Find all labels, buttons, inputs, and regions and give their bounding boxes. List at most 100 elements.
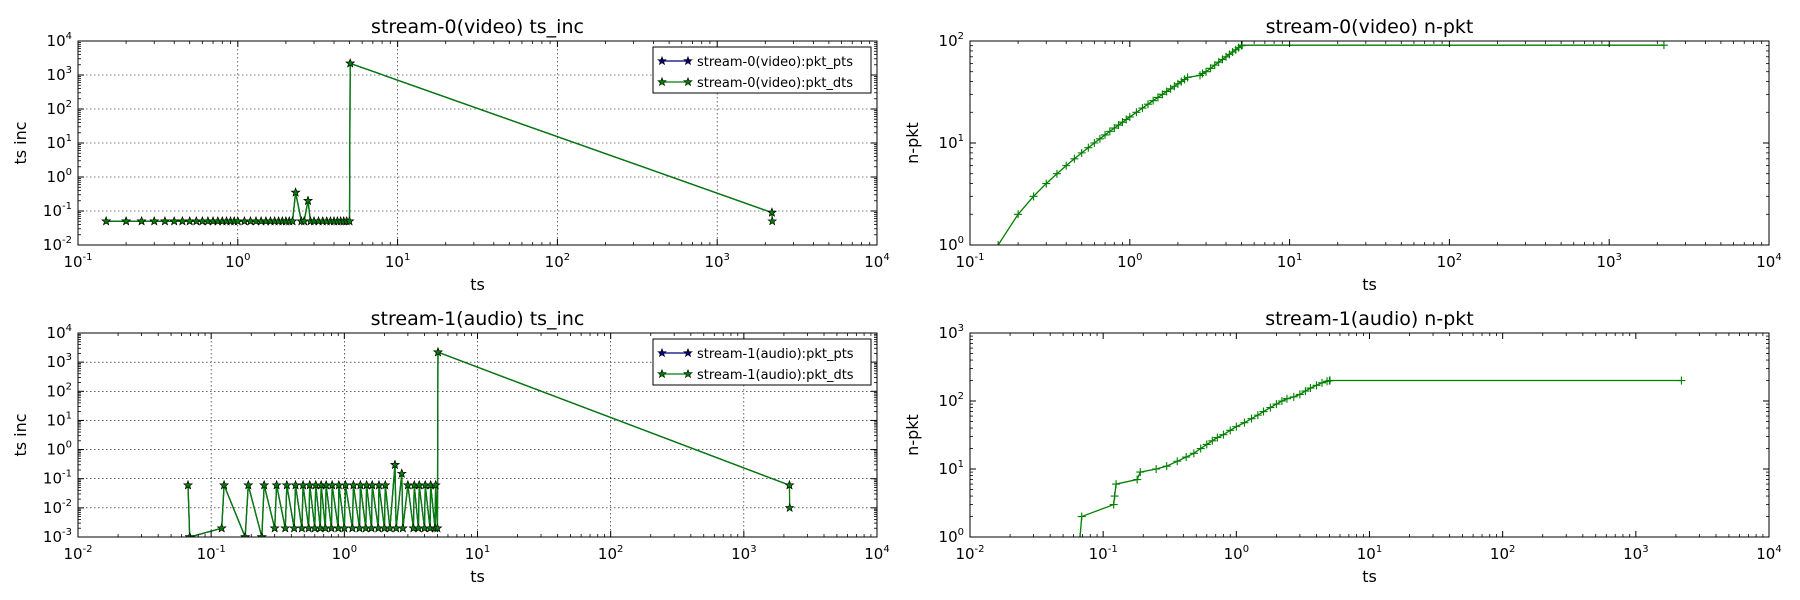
chart-title: stream-0(video) n-pkt <box>1266 16 1474 38</box>
plot-area <box>183 347 795 537</box>
x-tick-label: 103 <box>1596 252 1621 271</box>
x-tick-label: 10-2 <box>955 544 984 563</box>
x-axis-label: ts <box>470 275 485 294</box>
x-tick-label: 100 <box>332 544 357 563</box>
data-point <box>1325 376 1334 385</box>
series-line-1 <box>997 44 1664 245</box>
x-tick-label: 103 <box>1623 544 1648 563</box>
data-point <box>390 459 400 469</box>
legend-marker <box>657 368 667 379</box>
data-point <box>271 480 282 490</box>
data-point <box>391 523 402 533</box>
x-tick-label: 10-1 <box>955 252 984 271</box>
data-point <box>1306 384 1315 393</box>
data-point <box>1677 376 1686 385</box>
y-tick-label: 10-3 <box>43 527 72 546</box>
data-point <box>1014 210 1023 219</box>
data-point <box>1183 73 1192 82</box>
data-point <box>1133 475 1142 484</box>
data-point <box>380 480 391 490</box>
legend-box <box>652 338 872 386</box>
data-point <box>1659 41 1668 50</box>
data-point <box>1289 392 1298 401</box>
x-tick-label: 10-2 <box>63 544 92 563</box>
plot-area <box>994 41 1668 245</box>
data-point <box>219 480 229 490</box>
data-point <box>430 480 441 490</box>
legend-marker <box>657 55 667 66</box>
y-tick-label: 102 <box>939 391 964 410</box>
data-point <box>1144 100 1153 109</box>
legend-label: stream-1(audio):pkt_pts <box>697 347 854 362</box>
data-point <box>289 523 300 533</box>
y-tick-label: 100 <box>939 527 964 546</box>
y-axis-label: n-pkt <box>903 122 922 164</box>
data-point <box>1213 433 1222 442</box>
data-point <box>1084 143 1093 152</box>
x-axis-label: ts <box>1362 567 1377 586</box>
data-point <box>1042 179 1051 188</box>
data-point <box>784 480 795 490</box>
data-point <box>1052 169 1061 178</box>
y-tick-label: 101 <box>47 133 72 152</box>
y-tick-label: 103 <box>47 352 72 371</box>
data-point <box>354 523 365 533</box>
axes-frame <box>969 332 1770 538</box>
legend-marker <box>657 76 667 87</box>
data-point <box>1238 41 1247 50</box>
y-tick-label: 101 <box>47 410 72 429</box>
x-tick-label: 102 <box>1437 252 1462 271</box>
data-point <box>101 216 112 226</box>
legend-marker <box>683 368 693 379</box>
data-point <box>184 531 195 537</box>
data-point <box>1202 440 1211 449</box>
data-point <box>1125 112 1134 121</box>
data-point <box>1101 130 1110 139</box>
data-point <box>344 216 355 226</box>
data-point <box>1318 378 1327 387</box>
legend-marker <box>683 347 693 358</box>
data-point <box>397 523 408 533</box>
chart-title: stream-1(audio) ts_inc <box>371 308 585 330</box>
data-point <box>366 523 377 533</box>
x-tick-label: 102 <box>598 544 623 563</box>
data-point <box>160 216 170 226</box>
y-tick-label: 103 <box>47 65 72 84</box>
data-point <box>1202 67 1211 76</box>
data-point <box>767 207 777 217</box>
data-point <box>1110 492 1119 501</box>
legend-label: stream-1(audio):pkt_dts <box>697 368 854 383</box>
data-point <box>1196 444 1205 453</box>
data-point <box>1109 500 1118 509</box>
y-tick-label: 100 <box>47 440 72 459</box>
y-tick-label: 102 <box>47 381 72 400</box>
y-tick-label: 10-1 <box>43 469 72 488</box>
y-tick-label: 104 <box>47 31 72 50</box>
plot-area <box>1076 376 1686 537</box>
chart-title: stream-1(audio) n-pkt <box>1265 308 1473 330</box>
y-tick-label: 10-2 <box>43 235 72 254</box>
y-tick-label: 104 <box>47 323 72 342</box>
data-point <box>1219 430 1228 439</box>
x-tick-label: 104 <box>1756 544 1781 563</box>
data-point <box>767 216 778 226</box>
x-tick-label: 100 <box>1117 252 1142 271</box>
data-point <box>136 216 147 226</box>
y-tick-label: 101 <box>939 459 964 478</box>
data-point <box>1312 381 1321 390</box>
x-tick-label: 10-1 <box>63 252 92 271</box>
data-point <box>296 523 307 533</box>
legend-label: stream-0(video):pkt_dts <box>697 76 853 91</box>
data-point <box>269 523 280 533</box>
legend-label: stream-0(video):pkt_pts <box>697 55 853 70</box>
plot-area <box>101 58 778 226</box>
data-point <box>149 216 160 226</box>
y-tick-label: 100 <box>47 167 72 186</box>
data-point <box>1138 104 1147 113</box>
data-point <box>290 187 301 197</box>
x-tick-label: 10-1 <box>197 544 226 563</box>
x-tick-label: 103 <box>704 252 729 271</box>
data-point <box>433 347 443 357</box>
data-point <box>280 523 291 533</box>
data-point <box>184 216 195 226</box>
